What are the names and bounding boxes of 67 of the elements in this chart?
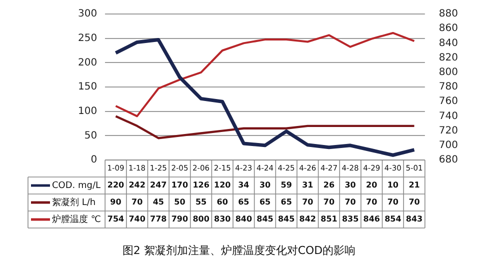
data-label: 90 — [110, 198, 122, 207]
y-tick-label: 150 — [78, 82, 98, 93]
data-label: 851 — [320, 214, 338, 224]
legend-label: 炉膛温度 ℃ — [52, 214, 101, 225]
data-label: 70 — [366, 198, 378, 207]
y2-tick-label: 820 — [438, 52, 458, 64]
data-label: 70 — [387, 198, 399, 207]
data-label: 59 — [280, 180, 292, 190]
y2-tick-label: 800 — [438, 66, 458, 78]
y2-tick-label: 840 — [438, 38, 458, 49]
data-label: 845 — [278, 214, 296, 224]
data-label: 34 — [238, 180, 250, 190]
data-label: 70 — [302, 198, 314, 207]
data-label: 846 — [363, 214, 380, 224]
data-label: 800 — [192, 214, 210, 224]
data-label: 754 — [107, 214, 125, 224]
y2-tick-label: 860 — [438, 23, 458, 34]
data-label: 55 — [195, 198, 208, 207]
legend-label: 絮凝剂 L/h — [52, 196, 96, 208]
data-label: 26 — [323, 180, 335, 190]
y2-tick-label: 740 — [438, 110, 458, 122]
data-label: 70 — [408, 198, 420, 207]
data-label: 45 — [152, 198, 164, 207]
data-label: 778 — [150, 214, 168, 224]
y2-tick-label: 700 — [438, 140, 458, 151]
data-label: 126 — [192, 180, 210, 190]
y2-tick-label: 780 — [438, 82, 458, 93]
y-tick-label: 200 — [78, 57, 98, 68]
y-tick-label: 50 — [84, 130, 98, 142]
data-label: 60 — [216, 198, 228, 207]
y-tick-label: 250 — [78, 32, 98, 44]
y2-tick-label: 720 — [438, 125, 458, 136]
data-label: 247 — [150, 180, 167, 190]
y-tick-label: 0 — [90, 154, 98, 166]
data-label: 843 — [406, 214, 423, 224]
text: 图2 絮凝剂加注量、炉膛温度变化对COD的影响 — [121, 243, 357, 258]
data-label: 20 — [366, 180, 378, 190]
data-label: 30 — [344, 180, 356, 190]
data-label: 70 — [344, 198, 356, 207]
data-label: 740 — [128, 214, 146, 224]
y2-tick-label: 680 — [438, 154, 458, 166]
data-label: 10 — [387, 180, 399, 190]
data-label: 845 — [256, 214, 274, 224]
y-tick-label: 100 — [78, 106, 98, 117]
data-label: 170 — [171, 180, 188, 190]
y2-tick-label: 880 — [438, 8, 458, 20]
data-label: 842 — [299, 214, 316, 224]
data-label: 830 — [214, 214, 232, 224]
data-label: 835 — [342, 214, 360, 224]
data-label: 70 — [323, 198, 335, 207]
y-tick-label: 300 — [78, 8, 98, 20]
data-label: 70 — [132, 198, 144, 207]
data-label: 50 — [174, 198, 186, 207]
data-label: 790 — [171, 214, 188, 224]
legend-label: COD. mg/L — [52, 180, 101, 191]
y2-tick-label: 760 — [438, 96, 458, 108]
data-label: 840 — [235, 214, 252, 224]
data-label: 242 — [128, 180, 146, 190]
data-label: 120 — [214, 180, 232, 190]
data-label: 21 — [408, 180, 420, 190]
data-label: 31 — [302, 180, 314, 190]
data-label: 220 — [107, 180, 125, 190]
data-label: 65 — [238, 198, 250, 207]
data-label: 30 — [259, 180, 271, 190]
data-label: 65 — [280, 198, 292, 207]
data-label: 65 — [259, 198, 271, 207]
data-label: 854 — [384, 214, 402, 224]
